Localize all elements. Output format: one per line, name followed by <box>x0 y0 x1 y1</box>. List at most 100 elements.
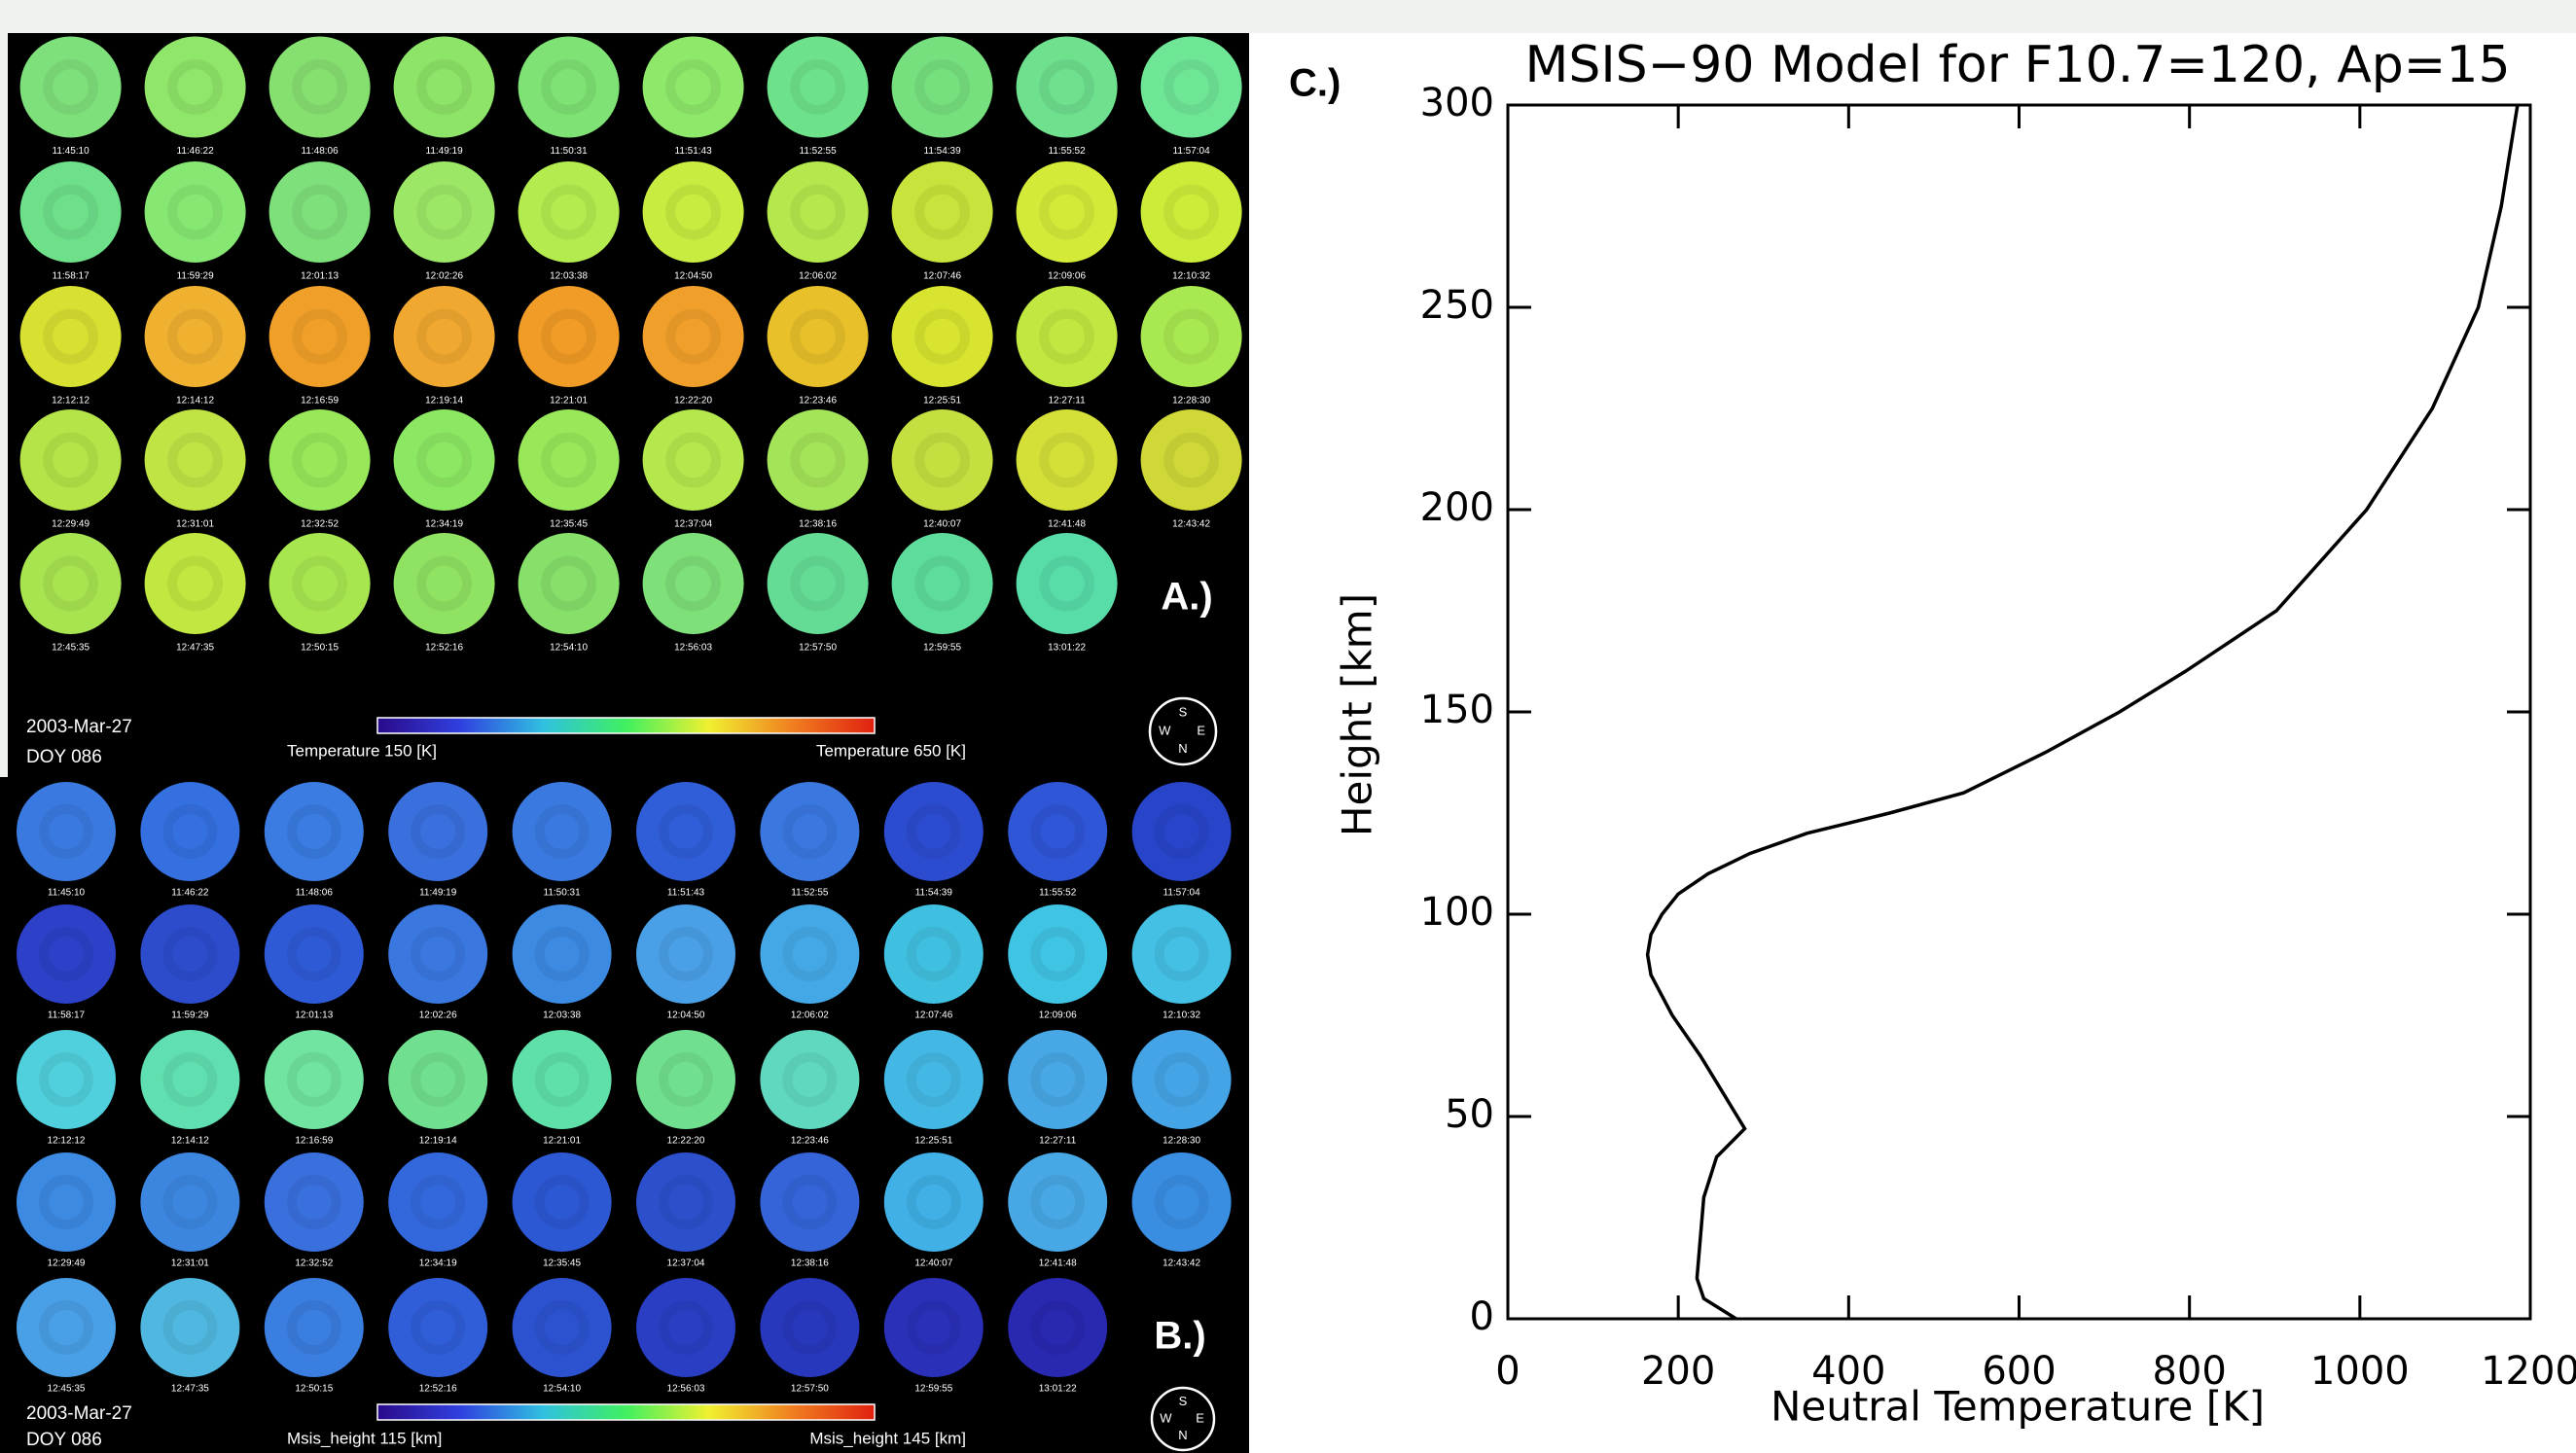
sky-map <box>636 1152 735 1252</box>
sky-map <box>1140 36 1242 138</box>
sky-map <box>140 904 240 1004</box>
sky-map-ring <box>541 432 596 488</box>
x-tick-label: 200 <box>1641 1349 1715 1394</box>
time-label: 12:09:06 <box>1048 271 1086 282</box>
sky-map-ring <box>782 804 838 859</box>
sky-map <box>140 1030 240 1129</box>
sky-map-ring <box>659 927 713 981</box>
sky-map-ring <box>906 927 961 981</box>
sky-map-ring <box>665 555 721 612</box>
sky-map-ring <box>1039 308 1094 365</box>
time-label: 11:46:22 <box>171 888 209 899</box>
compass <box>1150 1386 1216 1452</box>
time-label: 12:07:46 <box>914 1010 952 1021</box>
sky-map <box>388 1152 488 1252</box>
sky-map-ring <box>1030 927 1086 981</box>
sky-map-ring <box>292 308 348 365</box>
sky-map-ring <box>1163 432 1219 488</box>
sky-map <box>268 533 371 634</box>
sky-map <box>636 1278 735 1377</box>
sky-map <box>512 1030 612 1129</box>
sky-map-ring <box>665 432 721 488</box>
sky-map-ring <box>43 59 98 115</box>
doy: DOY 086 <box>26 1430 102 1450</box>
sky-map-ring <box>914 184 970 240</box>
sky-map <box>1140 409 1242 511</box>
sky-map-ring <box>416 308 473 365</box>
time-label: 12:03:38 <box>550 271 588 282</box>
time-label: 12:34:19 <box>419 1258 457 1269</box>
sky-map-ring <box>411 1300 466 1355</box>
time-label: 12:28:30 <box>1163 1136 1200 1147</box>
time-label: 12:52:16 <box>419 1384 457 1395</box>
sky-map <box>1131 1152 1232 1252</box>
sky-map-ring <box>167 308 224 365</box>
panel-label: B.) <box>1154 1315 1205 1358</box>
time-label: 12:40:07 <box>923 519 961 530</box>
sky-map <box>264 1152 364 1252</box>
time-label: 12:40:07 <box>914 1258 952 1269</box>
time-label: 12:21:01 <box>543 1136 581 1147</box>
time-label: 12:38:16 <box>791 1258 829 1269</box>
sky-map-ring <box>1154 1175 1209 1229</box>
time-label: 12:22:20 <box>667 1136 705 1147</box>
sky-map <box>17 904 116 1004</box>
sky-map-ring <box>914 432 970 488</box>
sky-map <box>140 1152 240 1252</box>
sky-map-ring <box>1039 555 1094 612</box>
x-tick-label: 800 <box>2152 1349 2226 1394</box>
y-tick-label: 50 <box>1445 1092 1494 1137</box>
sky-map-ring <box>906 1175 961 1229</box>
sky-map-ring <box>534 1175 590 1229</box>
sky-map-ring <box>292 184 348 240</box>
time-label: 12:45:35 <box>52 643 89 654</box>
sky-map <box>268 409 371 511</box>
time-label: 12:31:01 <box>176 519 214 530</box>
sky-map <box>17 1030 116 1129</box>
time-label: 12:09:06 <box>1039 1010 1077 1021</box>
sky-map <box>760 1152 860 1252</box>
time-label: 11:48:06 <box>296 888 334 899</box>
sky-map <box>264 782 364 881</box>
sky-map <box>1016 409 1118 511</box>
sky-map <box>264 1278 364 1377</box>
sky-map <box>642 286 744 387</box>
sky-map <box>388 1278 488 1377</box>
sky-map <box>19 533 122 634</box>
sky-map <box>393 161 495 263</box>
time-label: 12:35:45 <box>543 1258 581 1269</box>
time-label: 12:41:48 <box>1039 1258 1077 1269</box>
sky-map <box>17 1152 116 1252</box>
time-label: 11:52:55 <box>791 888 829 899</box>
sky-map-ring <box>914 59 970 115</box>
time-label: 11:59:29 <box>177 271 215 282</box>
sky-map-ring <box>1030 1175 1086 1229</box>
sky-map-ring <box>1030 1052 1086 1107</box>
sky-map-ring <box>39 927 93 981</box>
sky-map-ring <box>906 1052 961 1107</box>
sky-map <box>767 409 869 511</box>
sky-map <box>767 286 869 387</box>
time-label: 12:02:26 <box>425 271 463 282</box>
time-label: 12:50:15 <box>295 1384 333 1395</box>
time-label: 12:12:12 <box>52 396 89 407</box>
sky-map <box>642 409 744 511</box>
time-label: 12:16:59 <box>295 1136 333 1147</box>
sky-map <box>883 782 984 881</box>
compass-letter: E <box>1197 723 1205 737</box>
time-label: 11:55:52 <box>1049 146 1087 157</box>
time-label: 12:27:11 <box>1039 1136 1077 1147</box>
time-label: 12:43:42 <box>1163 1258 1200 1269</box>
sky-map <box>140 1278 240 1377</box>
sky-map <box>1016 286 1118 387</box>
sky-map <box>268 161 371 263</box>
sky-map <box>1131 1030 1232 1129</box>
time-label: 12:22:20 <box>674 396 712 407</box>
sky-map <box>1140 161 1242 263</box>
sky-map <box>1016 36 1118 138</box>
sky-map-ring <box>1039 432 1094 488</box>
sky-map <box>883 904 984 1004</box>
sky-map <box>1008 1152 1108 1252</box>
